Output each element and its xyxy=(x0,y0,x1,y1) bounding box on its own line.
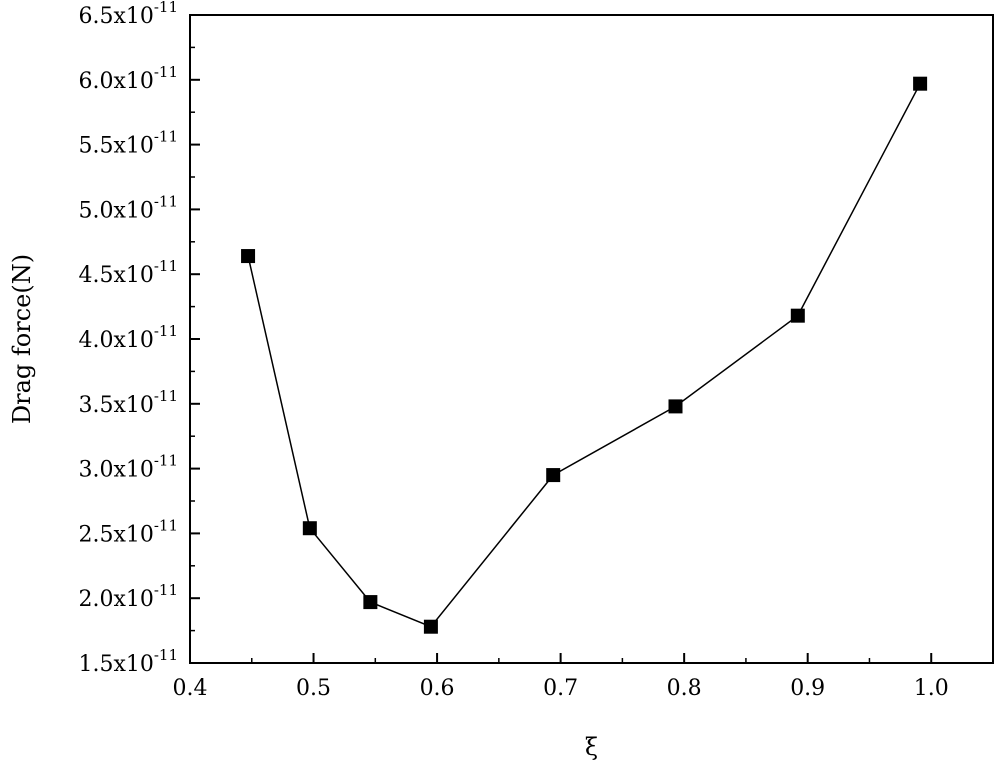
y-tick-label: 1.5x10-11 xyxy=(78,646,178,677)
data-point xyxy=(423,619,438,634)
y-tick-label: 4.0x10-11 xyxy=(78,322,178,353)
y-tick-label: 6.5x10-11 xyxy=(78,0,178,29)
y-tick-label: 2.5x10-11 xyxy=(78,516,178,547)
y-tick-label: 3.5x10-11 xyxy=(78,387,178,418)
data-point xyxy=(302,521,317,536)
data-point xyxy=(790,308,805,323)
x-axis-label: ξ xyxy=(585,733,598,761)
series-line xyxy=(247,83,921,628)
y-tick-label: 5.0x10-11 xyxy=(78,192,178,223)
data-points-group xyxy=(241,76,928,634)
plot-frame xyxy=(189,14,994,664)
data-point xyxy=(668,399,683,414)
y-tick-label: 5.5x10-11 xyxy=(78,128,178,159)
x-tick-label: 0.9 xyxy=(790,676,825,701)
data-point xyxy=(363,595,378,610)
series-line-group xyxy=(247,83,921,628)
x-tick-label: 1.0 xyxy=(914,676,949,701)
x-tick-label: 0.6 xyxy=(420,676,455,701)
x-tick-label: 0.7 xyxy=(543,676,578,701)
y-tick-label: 3.0x10-11 xyxy=(78,452,178,483)
y-tick-label: 2.0x10-11 xyxy=(78,581,178,612)
y-tick-label: 4.5x10-11 xyxy=(78,257,178,288)
x-tick-label: 0.4 xyxy=(173,676,208,701)
axes-group: 0.4 0.5 0.6 0.7 0.8 0.9 1.0 1.5x10-11 2.0x10-11 2… xyxy=(78,0,994,701)
y-axis-label: Drag force(N) xyxy=(8,254,36,424)
y-tick-label: 6.0x10-11 xyxy=(78,63,178,94)
x-tick-label: 0.5 xyxy=(296,676,331,701)
x-tick-label: 0.8 xyxy=(667,676,702,701)
data-point xyxy=(546,468,561,483)
data-point xyxy=(241,249,256,264)
data-point xyxy=(913,76,928,91)
